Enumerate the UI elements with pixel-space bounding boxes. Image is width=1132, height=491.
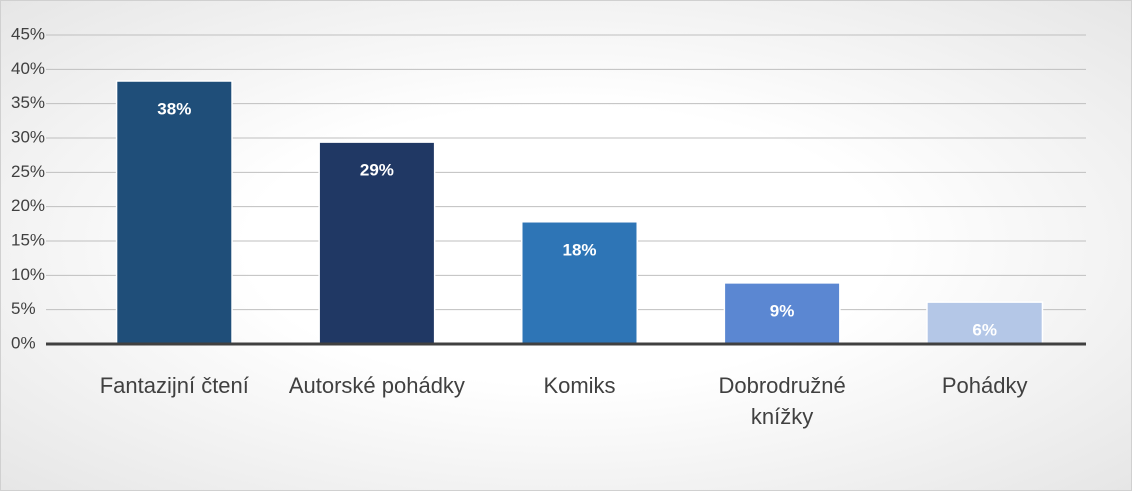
- y-tick-label: 35%: [11, 93, 45, 112]
- y-tick-label: 40%: [11, 59, 45, 78]
- y-tick-label: 25%: [11, 162, 45, 181]
- bar: [115, 80, 233, 345]
- y-tick-label: 5%: [11, 299, 36, 318]
- data-label: 38%: [157, 99, 191, 118]
- x-tick-label: Pohádky: [941, 373, 1028, 398]
- data-label: 6%: [972, 321, 997, 340]
- data-label: 29%: [360, 161, 394, 180]
- bar: [521, 221, 638, 345]
- x-tick-label: Fantazijní čtení: [99, 373, 249, 398]
- x-tick-label: Komiks: [543, 373, 616, 398]
- y-tick-label: 15%: [11, 230, 45, 249]
- data-label: 18%: [562, 240, 596, 259]
- bar: [926, 301, 1044, 345]
- y-tick-label: 20%: [11, 196, 45, 215]
- y-tick-label: 10%: [11, 265, 45, 284]
- x-tick-label: Dobrodružné knížky: [718, 373, 846, 429]
- y-tick-label: 45%: [11, 24, 45, 43]
- data-label: 9%: [770, 301, 795, 320]
- x-tick-label: Autorské pohádky: [288, 373, 465, 398]
- y-tick-label: 30%: [11, 127, 45, 146]
- bar: [318, 141, 436, 345]
- y-tick-label: 0%: [11, 333, 36, 352]
